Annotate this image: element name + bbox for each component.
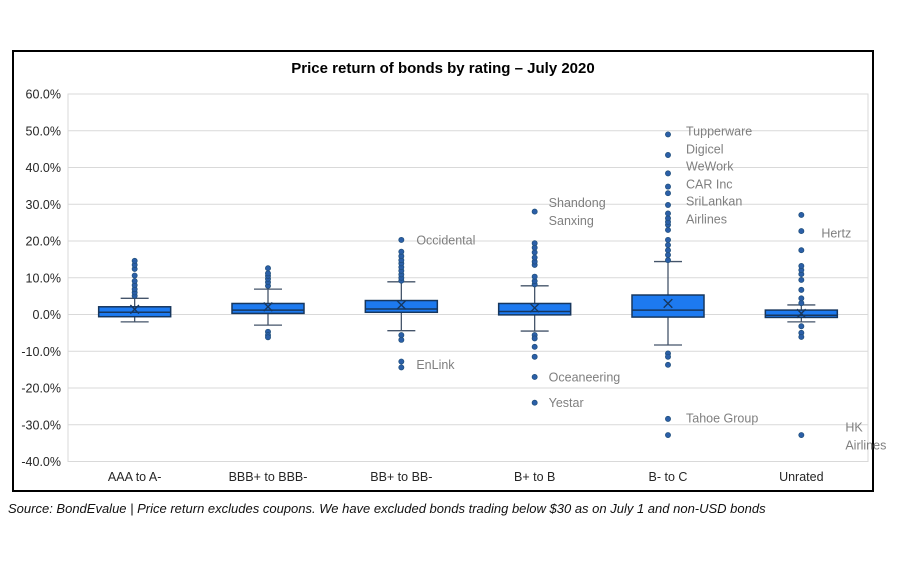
y-tick-label: -10.0% <box>21 345 61 359</box>
outlier-dot <box>798 333 805 340</box>
annotation-label: HK <box>845 420 863 434</box>
annotation-label: WeWork <box>686 160 734 174</box>
y-tick-label: -30.0% <box>21 418 61 432</box>
y-tick-label: 0.0% <box>33 308 62 322</box>
y-tick-label: 10.0% <box>26 271 61 285</box>
outlier-dot <box>798 323 805 330</box>
outlier-dot <box>531 240 538 247</box>
outlier-dot <box>665 236 671 243</box>
outlier-dot <box>665 215 671 222</box>
mean-marker <box>796 308 807 319</box>
category-label: BBB+ to BBB- <box>229 470 308 484</box>
box-rect <box>497 302 572 316</box>
annotation-label: Oceaneering <box>549 370 621 384</box>
outlier-dot <box>798 277 805 283</box>
outlier-dot <box>531 254 538 261</box>
mean-marker <box>129 304 140 315</box>
outlier-dot <box>531 335 538 342</box>
outlier-dot <box>665 152 671 158</box>
category-label: AAA to A- <box>108 470 162 484</box>
mean-marker <box>529 303 540 313</box>
annotation-label: SriLankan <box>686 195 742 209</box>
outlier-dot <box>665 202 671 208</box>
outlier-dot <box>531 374 538 380</box>
outlier-dot <box>665 361 671 368</box>
outlier-dot <box>665 247 671 254</box>
category-label: B- to C <box>649 470 688 484</box>
mean-marker <box>663 298 673 309</box>
outlier-dot <box>131 257 138 264</box>
outlier-dot <box>531 343 538 350</box>
outlier-dot <box>798 432 805 438</box>
outlier-dot <box>665 227 671 233</box>
chart-frame <box>12 50 874 492</box>
outlier-dot <box>798 263 805 269</box>
y-tick-label: 20.0% <box>26 235 61 249</box>
outlier-dot <box>665 257 671 264</box>
category-label: B+ to B <box>514 470 555 484</box>
outlier-dot <box>398 248 405 255</box>
outlier-dot <box>665 252 671 258</box>
outlier-dot <box>398 236 405 243</box>
outlier-dot <box>398 364 405 371</box>
outlier-dot <box>531 249 538 256</box>
y-tick-label: 30.0% <box>26 198 61 212</box>
outlier-dot <box>265 270 271 277</box>
annotation-label: Yestar <box>549 396 584 410</box>
outlier-dot <box>265 334 271 341</box>
box-rect <box>231 302 305 315</box>
outlier-dot <box>531 353 538 360</box>
outlier-dot <box>531 399 538 406</box>
outlier-dot <box>265 265 271 272</box>
annotation-label: Sanxing <box>549 214 594 228</box>
outlier-dot <box>131 272 138 279</box>
y-tick-label: 50.0% <box>26 124 61 138</box>
annotation-label: Airlines <box>686 213 727 227</box>
outlier-dot <box>131 278 138 285</box>
outlier-dot <box>798 286 805 293</box>
outlier-dot <box>798 295 805 302</box>
annotation-label: Tahoe Group <box>686 412 758 426</box>
annotation-label: CAR Inc <box>686 178 733 192</box>
mean-marker <box>263 301 273 312</box>
outlier-dot <box>665 353 671 360</box>
outlier-dot <box>398 358 405 365</box>
plot-border <box>67 93 869 462</box>
outlier-dot <box>798 228 805 235</box>
outlier-dot <box>665 190 671 197</box>
chart-title: Price return of bonds by rating – July 2… <box>291 60 595 77</box>
outlier-dot <box>665 210 671 217</box>
annotation-label: Airlines <box>845 438 886 452</box>
annotation-label: EnLink <box>416 358 455 372</box>
annotation-label: Hertz <box>821 226 851 240</box>
annotation-label: Tupperware <box>686 125 752 139</box>
annotation-label: Shandong <box>549 196 606 210</box>
annotation-label: Digicel <box>686 143 724 157</box>
source-note: Source: BondEvalue | Price return exclud… <box>8 501 766 516</box>
outlier-dot <box>531 273 538 280</box>
outlier-dot <box>665 131 671 138</box>
outlier-dot <box>798 247 805 254</box>
y-tick-label: 40.0% <box>26 161 61 175</box>
box-rect <box>364 299 439 314</box>
y-tick-label: -20.0% <box>21 382 61 396</box>
category-label: Unrated <box>779 470 824 484</box>
y-tick-label: 60.0% <box>26 88 61 102</box>
box-rect <box>631 294 705 318</box>
outlier-dot <box>531 208 538 215</box>
outlier-dot <box>798 211 805 218</box>
outlier-dot <box>398 332 405 339</box>
outlier-dot <box>398 336 405 343</box>
outlier-dot <box>665 415 671 422</box>
outlier-dot <box>798 300 805 307</box>
category-label: BB+ to BB- <box>370 470 432 484</box>
outlier-dot <box>665 183 671 190</box>
annotation-label: Occidental <box>416 233 475 247</box>
mean-marker <box>396 300 407 310</box>
outlier-dot <box>665 242 671 248</box>
y-tick-label: -40.0% <box>21 455 61 469</box>
outlier-dot <box>665 432 671 438</box>
outlier-dot <box>665 170 671 177</box>
